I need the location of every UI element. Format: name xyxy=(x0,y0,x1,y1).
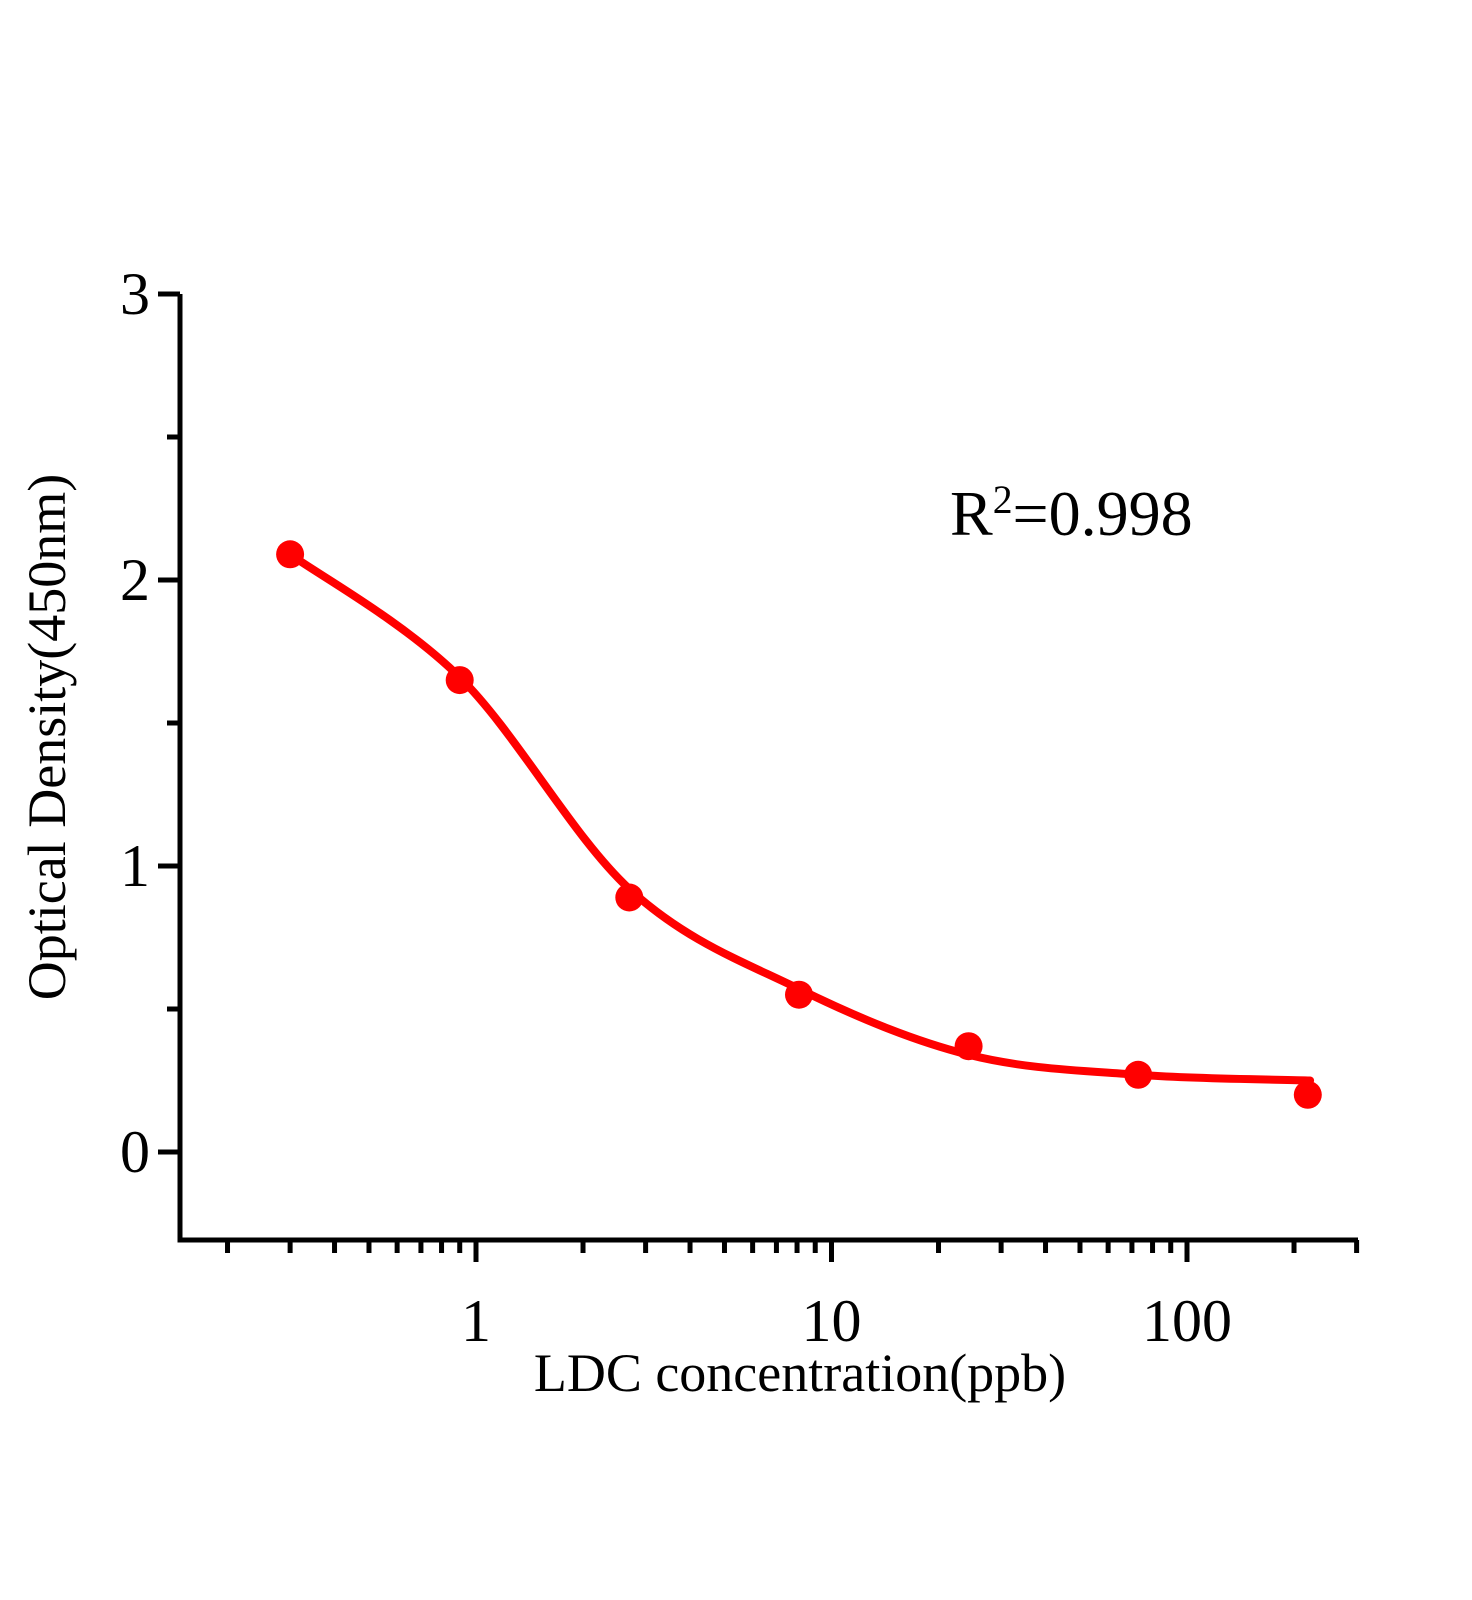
data-point xyxy=(1293,1080,1322,1109)
x-tick-label-100: 100 xyxy=(1142,1288,1232,1354)
x-axis-title: LDC concentration(ppb) xyxy=(533,1343,1067,1403)
data-point xyxy=(785,980,813,1009)
x-tick-label-10: 10 xyxy=(801,1288,862,1354)
data-points xyxy=(276,540,1322,1109)
r-squared-value: =0.998 xyxy=(1012,478,1193,549)
y-tick-label-1: 1 xyxy=(120,833,150,899)
x-tick-label-1: 1 xyxy=(461,1288,491,1354)
data-point xyxy=(615,883,644,912)
data-point xyxy=(954,1032,983,1061)
r-squared-exponent: 2 xyxy=(992,478,1013,523)
data-point xyxy=(1124,1060,1153,1089)
y-tick-label-0: 0 xyxy=(120,1119,150,1185)
axis-lines xyxy=(177,294,1358,1243)
y-axis-title: Optical Density(450nm) xyxy=(17,473,77,1001)
r-squared-annotation: R2=0.998 xyxy=(950,480,1193,546)
data-point xyxy=(445,666,474,695)
y-tick-label-2: 2 xyxy=(120,547,150,613)
data-point xyxy=(276,540,305,569)
axes xyxy=(158,291,1360,1262)
r-squared-base: R xyxy=(950,478,993,549)
y-tick-label-3: 3 xyxy=(120,261,150,327)
